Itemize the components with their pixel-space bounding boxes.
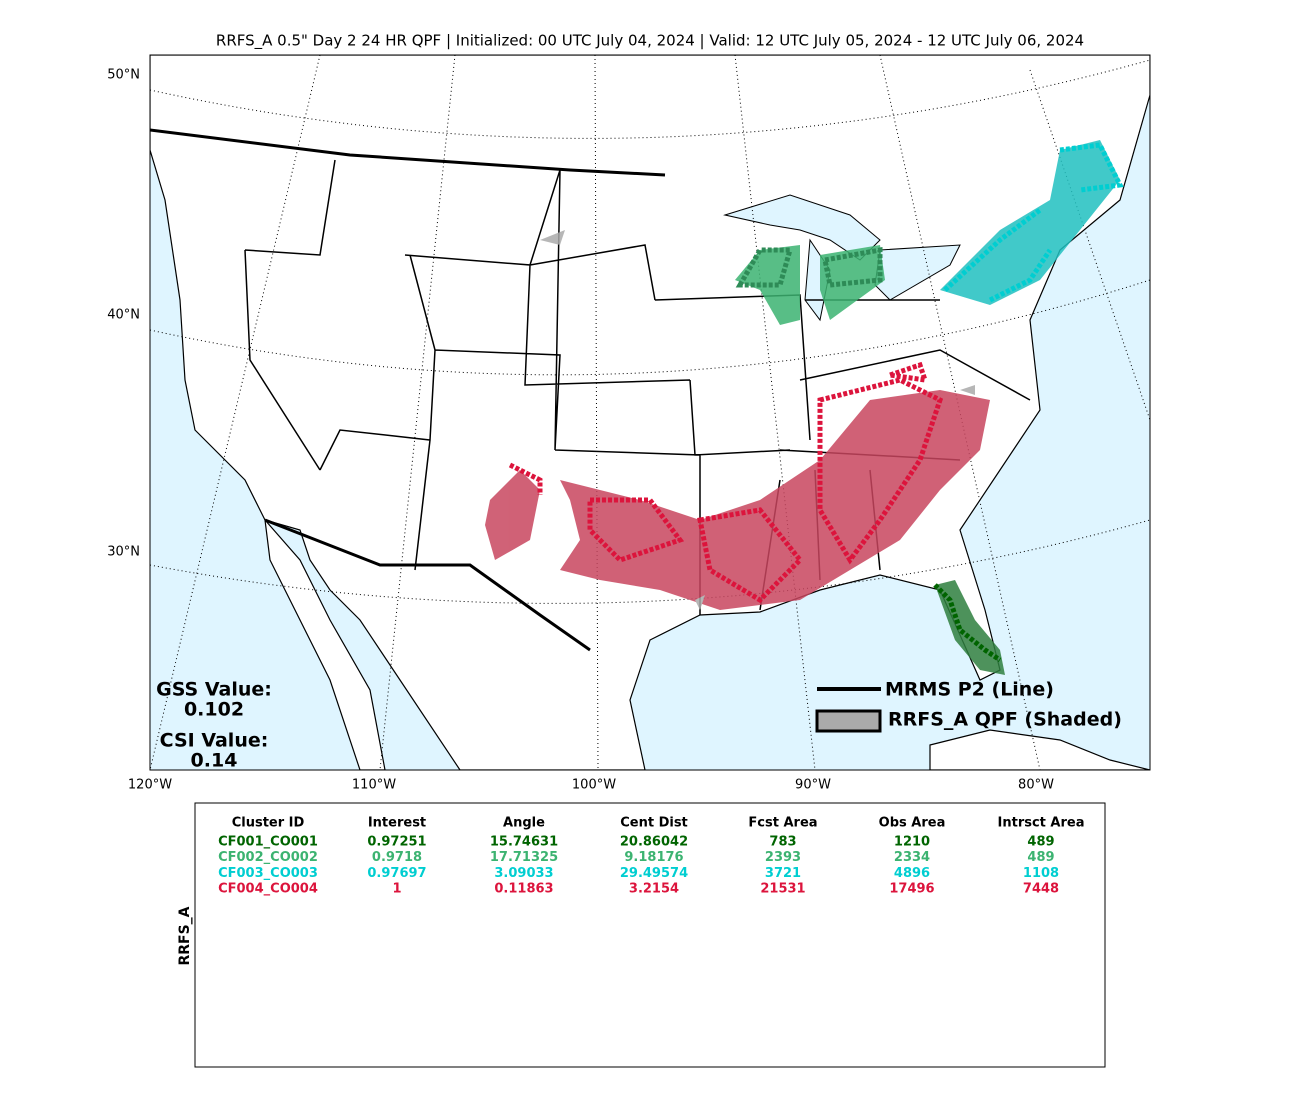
lon-label: 80°W: [1018, 778, 1054, 793]
lon-label: 110°W: [352, 778, 396, 793]
lon-label: 120°W: [128, 778, 172, 793]
table-header: Cent Dist: [620, 816, 688, 831]
lat-label: 30°N: [107, 545, 140, 560]
table-cell: 0.97251: [367, 835, 426, 850]
map-frame: [149, 54, 1151, 771]
table-cell: 0.11863: [494, 882, 553, 897]
land: [150, 55, 1150, 770]
table-cell: 17.71325: [490, 850, 558, 865]
table-cell: CF003_CO003: [218, 866, 318, 881]
table-cell: 17496: [889, 882, 934, 897]
table-header: Intrsct Area: [998, 816, 1085, 831]
table-cell: 20.86042: [620, 835, 688, 850]
graticule: [150, 55, 1150, 770]
border: [150, 128, 666, 652]
table-cell: 21531: [760, 882, 805, 897]
table-cell: 4896: [894, 866, 930, 881]
legend-swatch: [815, 709, 882, 733]
table-cell: 3.09033: [494, 866, 553, 881]
csi-value: 0.14: [191, 750, 238, 772]
title: RRFS_A 0.5" Day 2 24 HR QPF | Initialize…: [216, 32, 1084, 51]
legend-label: MRMS P2 (Line): [885, 679, 1054, 701]
gss-label: GSS Value:: [156, 679, 272, 701]
lat-label: 50°N: [107, 68, 140, 83]
table-cell: 2393: [765, 850, 801, 865]
table-cell: 29.49574: [620, 866, 688, 881]
table-cell: CF002_CO002: [218, 850, 318, 865]
table-side-label: RRFS_A: [177, 906, 193, 965]
table-cell: 1210: [894, 835, 930, 850]
table-cell: 1: [392, 882, 401, 897]
lon-label: 100°W: [572, 778, 616, 793]
map: [150, 55, 1150, 770]
table-cell: 489: [1027, 835, 1054, 850]
table-cell: 2334: [894, 850, 930, 865]
table-cell: 7448: [1023, 882, 1059, 897]
table-cell: 0.9718: [372, 850, 422, 865]
table-cell: 15.74631: [490, 835, 558, 850]
table-cell: 783: [769, 835, 796, 850]
table-cell: 1108: [1023, 866, 1059, 881]
table-cell: CF004_CO004: [218, 882, 318, 897]
table-header: Angle: [503, 816, 545, 831]
baja: [264, 518, 386, 770]
lat-label: 40°N: [107, 308, 140, 323]
table-header: Fcst Area: [748, 816, 817, 831]
csi-label: CSI Value:: [160, 730, 269, 752]
table-cell: 0.97697: [367, 866, 426, 881]
lon-label: 90°W: [795, 778, 831, 793]
mrms-outlines: [508, 142, 1124, 663]
gss-value: 0.102: [184, 699, 244, 721]
cuba: [929, 729, 1150, 770]
table-cell: 9.18176: [624, 850, 683, 865]
table-cell: 3.2154: [629, 882, 679, 897]
table-header: Cluster ID: [232, 816, 305, 831]
table-cell: 3721: [765, 866, 801, 881]
table-cell: CF001_CO001: [218, 835, 318, 850]
table-box: [194, 802, 1106, 1068]
table-header: Obs Area: [879, 816, 946, 831]
table-cell: 489: [1027, 850, 1054, 865]
table-header: Interest: [368, 816, 426, 831]
legend-label: RRFS_A QPF (Shaded): [888, 709, 1122, 731]
